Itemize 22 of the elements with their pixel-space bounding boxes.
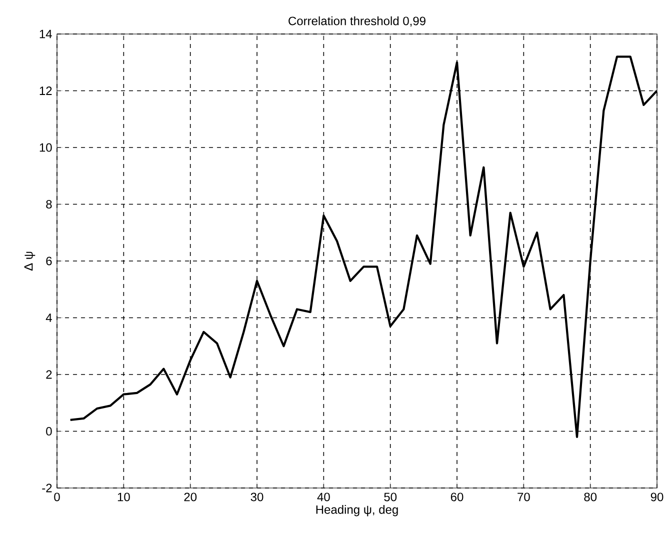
x-tick-label: 30 <box>250 492 264 502</box>
x-tick-label: 70 <box>518 492 530 502</box>
y-tick-label: 4 <box>46 314 52 322</box>
x-tick-label: 90 <box>650 492 664 502</box>
x-tick-label: 80 <box>584 492 597 502</box>
x-tick-label: 20 <box>184 492 197 502</box>
y-tick-label: 12 <box>40 86 52 95</box>
x-tick-label: 50 <box>384 492 397 502</box>
x-axis-title: Heading ψ, deg <box>316 505 398 516</box>
y-tick-label: 6 <box>46 256 52 266</box>
x-tick-label: 10 <box>118 492 130 502</box>
y-tick-label: 2 <box>46 370 52 379</box>
y-tick-label: 0 <box>46 426 52 436</box>
chart-title: Correlation threshold 0,99 <box>288 16 426 27</box>
y-axis-title: Δ ψ <box>24 252 36 271</box>
x-tick-label: 0 <box>54 492 60 502</box>
y-tick-label: -2 <box>42 484 52 492</box>
y-tick-label: 14 <box>40 30 52 38</box>
y-tick-label: 10 <box>40 143 52 152</box>
x-tick-label: 60 <box>450 492 464 502</box>
y-tick-label: 8 <box>46 200 52 209</box>
x-tick-label: 40 <box>317 492 330 502</box>
